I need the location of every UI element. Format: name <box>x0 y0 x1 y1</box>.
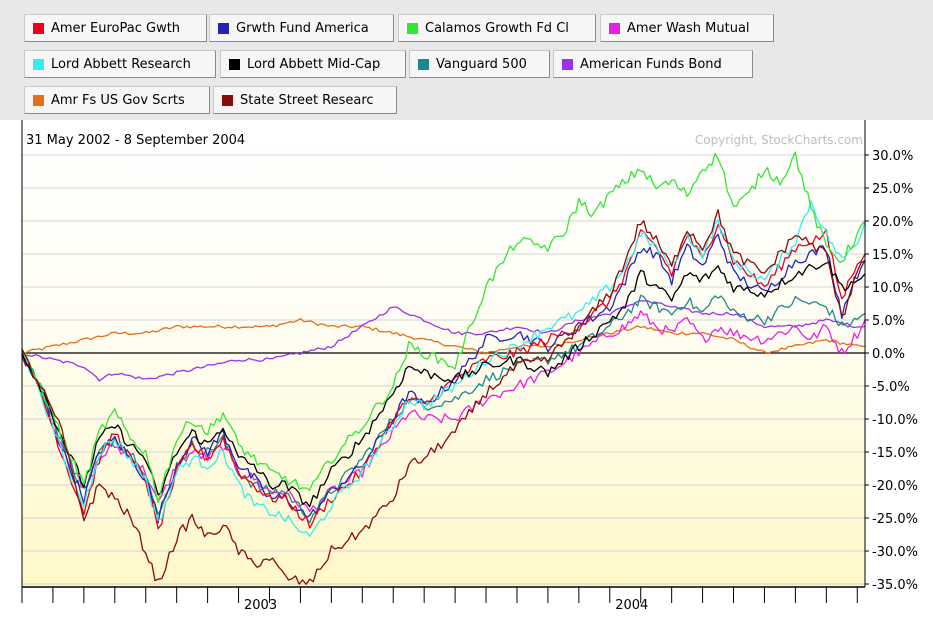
y-tick-label: 15.0% <box>872 248 913 263</box>
y-tick-label: -25.0% <box>872 512 918 527</box>
legend-bar: Amer EuroPac Gwth Grwth Fund America Calam… <box>0 0 933 120</box>
date-range-label: 31 May 2002 - 8 September 2004 <box>26 133 245 148</box>
legend-swatch <box>609 22 620 34</box>
series-line <box>21 310 866 513</box>
legend-item[interactable]: American Funds Bond <box>553 50 753 78</box>
y-tick-label: -20.0% <box>872 479 918 494</box>
legend-swatch <box>407 22 418 34</box>
legend-swatch <box>562 58 573 70</box>
axes: 30.0% 25.0% 20.0% 15.0% 10.0% 5.0% 0.0% -5.0% -1… <box>21 120 918 613</box>
copyright-watermark: Copyright, StockCharts.com <box>695 133 863 147</box>
x-tick-label: 2003 <box>244 598 277 613</box>
legend-label: Amr Fs US Gov Scrts <box>51 92 185 108</box>
legend-item[interactable]: Grwth Fund America <box>209 14 394 42</box>
y-tick-label: -5.0% <box>872 380 910 395</box>
y-tick-label: -10.0% <box>872 413 918 428</box>
series-line <box>21 209 866 585</box>
legend-item[interactable]: Vanguard 500 <box>409 50 550 78</box>
legend-label: Calamos Growth Fd Cl <box>425 20 569 36</box>
legend-label: American Funds Bond <box>580 56 722 72</box>
legend-swatch <box>33 22 44 34</box>
series-line <box>21 151 866 504</box>
legend-item[interactable]: Calamos Growth Fd Cl <box>398 14 596 42</box>
legend-item[interactable]: Lord Abbett Mid-Cap <box>220 50 406 78</box>
legend-item[interactable]: State Street Researc <box>213 86 397 114</box>
legend-item[interactable]: Amer EuroPac Gwth <box>24 14 207 42</box>
series-line <box>21 233 866 524</box>
y-tick-label: 10.0% <box>872 281 913 296</box>
legend-label: Vanguard 500 <box>436 56 527 72</box>
y-tick-label: 25.0% <box>872 182 913 197</box>
legend-label: Amer EuroPac Gwth <box>51 20 181 36</box>
legend-swatch <box>218 22 229 34</box>
series-line <box>21 200 866 537</box>
y-tick-label: -15.0% <box>872 446 918 461</box>
series-line <box>21 317 866 355</box>
legend-item[interactable]: Amer Wash Mutual <box>600 14 774 42</box>
legend-label: Grwth Fund America <box>236 20 369 36</box>
legend-item[interactable]: Amr Fs US Gov Scrts <box>24 86 210 114</box>
legend-item[interactable]: Lord Abbett Research <box>24 50 216 78</box>
series-lines <box>21 151 866 585</box>
legend-swatch <box>33 94 44 106</box>
legend-swatch <box>222 94 233 106</box>
legend-swatch <box>33 58 44 70</box>
legend-label: Lord Abbett Research <box>51 56 191 72</box>
y-tick-label: -30.0% <box>872 545 918 560</box>
y-tick-label: 20.0% <box>872 215 913 230</box>
legend-swatch <box>418 58 429 70</box>
y-tick-label: 0.0% <box>872 347 905 362</box>
series-line <box>21 300 866 382</box>
y-tick-label: -35.0% <box>872 578 918 593</box>
grid-lines <box>22 154 865 585</box>
y-tick-label: 30.0% <box>872 149 913 164</box>
x-tick-label: 2004 <box>615 598 648 613</box>
legend-label: Lord Abbett Mid-Cap <box>247 56 381 72</box>
legend-label: Amer Wash Mutual <box>627 20 750 36</box>
legend-swatch <box>229 58 240 70</box>
legend-label: State Street Researc <box>240 92 374 108</box>
y-tick-label: 5.0% <box>872 314 905 329</box>
